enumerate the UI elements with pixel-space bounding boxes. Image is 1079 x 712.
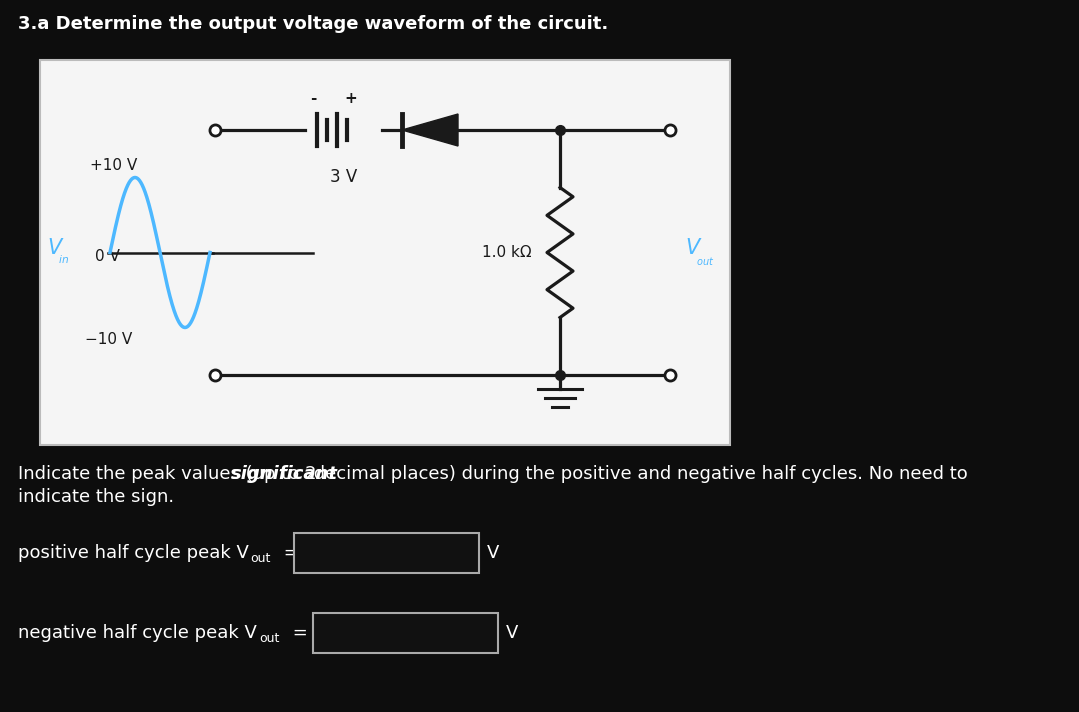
Polygon shape: [402, 114, 457, 146]
Text: 1.0 kΩ: 1.0 kΩ: [482, 245, 532, 260]
Text: decimal places) during the positive and negative half cycles. No need to: decimal places) during the positive and …: [308, 465, 968, 483]
Text: out: out: [259, 632, 279, 644]
Text: 3.a Determine the output voltage waveform of the circuit.: 3.a Determine the output voltage wavefor…: [18, 15, 609, 33]
Text: Indicate the peak values (up to 2: Indicate the peak values (up to 2: [18, 465, 323, 483]
Text: $_{out}$: $_{out}$: [696, 253, 714, 268]
Text: positive half cycle peak V: positive half cycle peak V: [18, 544, 249, 562]
Text: V: V: [487, 544, 500, 562]
Text: significant: significant: [231, 465, 338, 483]
Text: out: out: [250, 552, 271, 565]
Text: = -: = -: [287, 624, 320, 642]
Text: $V$: $V$: [47, 238, 65, 258]
Text: $V$: $V$: [685, 238, 702, 258]
Text: =: =: [278, 544, 299, 562]
Bar: [40, 60, 730, 445]
Bar: [293, 533, 479, 573]
Text: indicate the sign.: indicate the sign.: [18, 488, 174, 506]
Text: V: V: [506, 624, 518, 642]
Text: 0 V: 0 V: [95, 249, 120, 264]
Text: 3 V: 3 V: [330, 168, 357, 186]
Bar: [313, 613, 498, 653]
Text: -: -: [310, 91, 316, 106]
Text: negative half cycle peak V: negative half cycle peak V: [18, 624, 257, 642]
Text: −10 V: −10 V: [85, 333, 133, 347]
Text: +10 V: +10 V: [90, 157, 137, 172]
Text: $_{in}$: $_{in}$: [58, 251, 69, 266]
Text: +: +: [344, 91, 357, 106]
